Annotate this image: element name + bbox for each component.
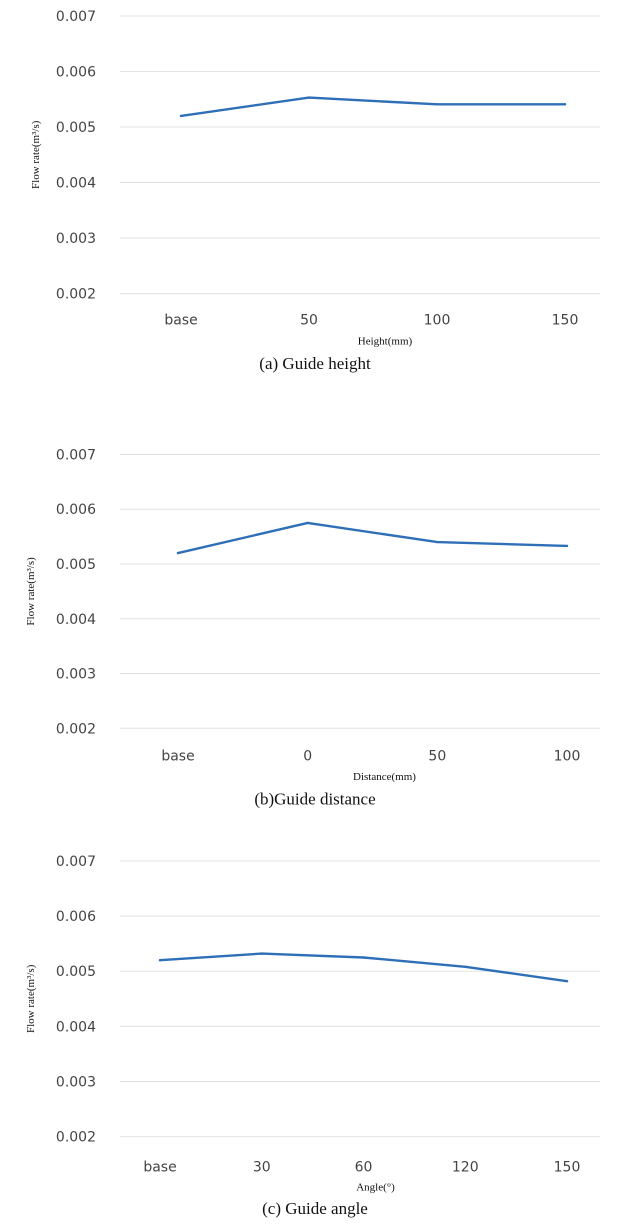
x-axis-label: Height(mm) — [358, 335, 413, 347]
data-point — [565, 979, 569, 983]
y-tick-label: 0.005 — [56, 120, 96, 136]
y-tick-label: 0.004 — [56, 176, 96, 192]
panel-guide-angle: 0.007 0.006 0.005 0.004 0.003 0.002 base 30 60 12… — [25, 854, 600, 1218]
y-tick-label: 0.002 — [56, 721, 96, 737]
x-tick-label: 30 — [253, 1159, 271, 1175]
x-tick-label: 100 — [424, 313, 451, 329]
panel-caption: (a) Guide height — [259, 354, 371, 373]
y-axis-label: Flow rate(m³/s) — [25, 557, 37, 626]
y-axis-label: Flow rate(m³/s) — [30, 120, 42, 189]
x-tick-label: 150 — [552, 313, 579, 329]
x-tick-label: base — [143, 1159, 176, 1175]
y-tick-label: 0.005 — [56, 557, 96, 573]
x-tick-label: 0 — [303, 748, 312, 764]
data-point — [436, 540, 439, 544]
data-point — [435, 103, 439, 106]
x-axis-label: Angle(°) — [356, 1181, 395, 1193]
y-tick-label: 0.002 — [56, 287, 96, 303]
panel-caption: (c) Guide angle — [262, 1199, 368, 1218]
data-point — [176, 551, 180, 555]
data-point — [158, 959, 162, 962]
x-tick-label: 60 — [355, 1159, 373, 1175]
y-tick-label: 0.006 — [56, 502, 96, 518]
data-point — [464, 965, 467, 969]
panel-guide-height: 0.007 0.006 0.005 0.004 0.003 0.002 base 50 100 1… — [30, 9, 600, 373]
y-axis-label: Flow rate(m³/s) — [25, 964, 37, 1033]
panel-guide-distance: 0.007 0.006 0.005 0.004 0.003 0.002 base 0 50 100… — [25, 447, 600, 809]
y-tick-label: 0.007 — [56, 9, 96, 25]
y-tick-label: 0.004 — [56, 1019, 96, 1035]
data-point — [307, 96, 311, 99]
series-line — [176, 521, 569, 555]
x-tick-label: 100 — [554, 748, 581, 764]
data-point — [565, 544, 569, 548]
data-point — [260, 952, 263, 955]
y-tick-label: 0.006 — [56, 65, 96, 81]
y-tick-label: 0.003 — [56, 1075, 96, 1091]
x-tick-label: base — [161, 748, 194, 764]
x-tick-label: 50 — [300, 313, 318, 329]
y-tick-label: 0.003 — [56, 231, 96, 247]
y-tick-label: 0.002 — [56, 1130, 96, 1146]
data-point — [179, 114, 183, 118]
y-tick-label: 0.007 — [56, 854, 96, 870]
x-tick-label: 50 — [428, 748, 446, 764]
y-tick-label: 0.006 — [56, 909, 96, 925]
x-tick-label: 150 — [554, 1159, 581, 1175]
x-tick-label: base — [164, 313, 197, 329]
data-point — [306, 521, 309, 525]
data-point — [362, 956, 365, 959]
y-tick-label: 0.005 — [56, 964, 96, 980]
y-tick-label: 0.004 — [56, 612, 96, 628]
panel-caption: (b)Guide distance — [254, 790, 375, 809]
data-point — [563, 103, 567, 106]
x-tick-label: 120 — [452, 1159, 479, 1175]
y-tick-label: 0.003 — [56, 667, 96, 683]
y-tick-label: 0.007 — [56, 447, 96, 463]
x-axis-label: Distance(mm) — [353, 771, 416, 783]
series-line — [179, 96, 567, 118]
